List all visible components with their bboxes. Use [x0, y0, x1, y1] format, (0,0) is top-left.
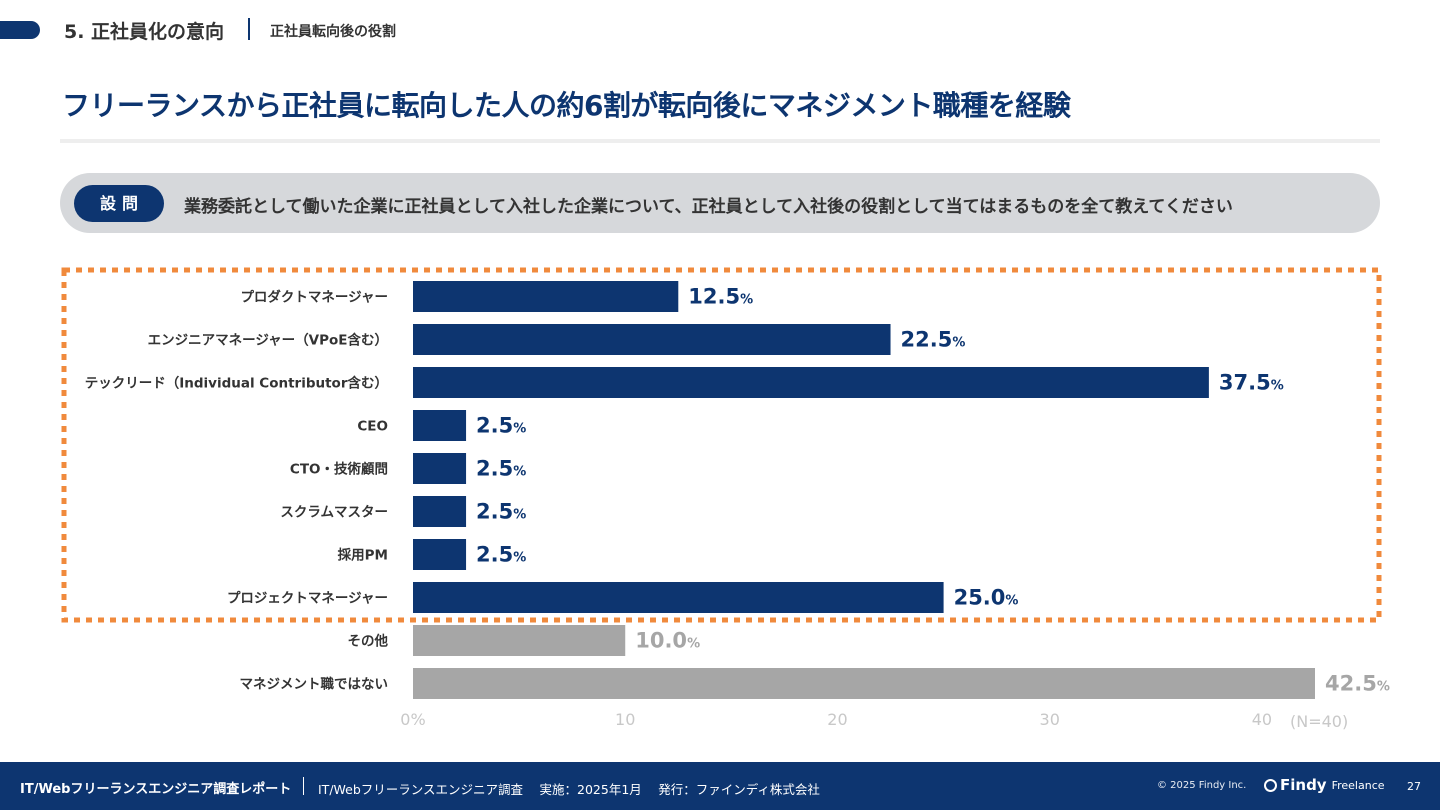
- role-bar-chart: プロダクトマネージャー 12.5% エンジニアマネージャー（VPoE含む） 22.5%…: [61, 267, 1390, 731]
- management-roles-highlight-box: [61, 267, 1382, 623]
- logo-word: Findy: [1280, 776, 1327, 794]
- x-tick-label: 0%: [400, 710, 425, 729]
- question-text: 業務委託として働いた企業に正社員として入社した企業について、正社員として入社後の…: [184, 197, 1233, 217]
- bar: [413, 496, 467, 527]
- headline-rule: [60, 139, 1380, 143]
- value-label: 2.5%: [476, 457, 526, 481]
- bar: [413, 539, 467, 570]
- value-unit: %: [513, 551, 526, 566]
- bar: [413, 668, 1315, 699]
- category-label: プロジェクトマネージャー: [227, 591, 388, 607]
- bar: [413, 324, 891, 355]
- bar: [413, 410, 467, 441]
- category-label: スクラムマスター: [280, 505, 388, 521]
- footer: IT/Webフリーランスエンジニア調査レポート IT/Webフリーランスエンジニ…: [0, 762, 1440, 810]
- page-headline: フリーランスから正社員に転向した人の約6割が転向後にマネジメント職種を経験: [62, 89, 1071, 122]
- value-label: 12.5%: [688, 285, 753, 309]
- value-label: 42.5%: [1325, 672, 1390, 696]
- footer-report-title: IT/Webフリーランスエンジニア調査レポート: [20, 782, 292, 797]
- value-label: 10.0%: [635, 629, 700, 653]
- section-marker: [0, 21, 40, 39]
- findy-logo: Findy Freelance: [1264, 776, 1385, 794]
- section-subtitle: 正社員転向後の役割: [270, 24, 396, 40]
- value-unit: %: [1271, 379, 1284, 394]
- category-label: 採用PM: [338, 547, 388, 564]
- value-unit: %: [740, 293, 753, 308]
- value-label: 2.5%: [476, 543, 526, 567]
- x-tick-label: 40: [1252, 710, 1272, 729]
- page-number: 27: [1407, 780, 1421, 793]
- category-label: マネジメント職ではない: [240, 676, 389, 693]
- bar: [413, 582, 944, 613]
- value-label: 22.5%: [901, 328, 966, 352]
- bar: [413, 453, 467, 484]
- value-label: 2.5%: [476, 500, 526, 524]
- category-label: プロダクトマネージャー: [240, 289, 388, 306]
- findy-logo-icon: [1264, 778, 1277, 792]
- x-tick-label: 30: [1040, 710, 1060, 729]
- value-unit: %: [513, 422, 526, 437]
- question-badge: 設問: [74, 185, 164, 222]
- category-label: CEO: [357, 419, 388, 435]
- question-bar: 設問 業務委託として働いた企業に正社員として入社した企業について、正社員として入…: [60, 173, 1380, 233]
- section-divider: [248, 18, 250, 40]
- footer-meta: IT/Webフリーランスエンジニア調査 実施：2025年1月 発行：ファインディ…: [318, 782, 820, 797]
- value-label: 25.0%: [954, 586, 1019, 610]
- footer-copyright: © 2025 Findy Inc.: [1157, 780, 1247, 791]
- x-tick-label: 10: [615, 710, 635, 729]
- x-tick-label: 20: [827, 710, 847, 729]
- section-title: 5. 正社員化の意向: [64, 21, 225, 43]
- category-label: その他: [348, 633, 389, 650]
- value-unit: %: [513, 508, 526, 523]
- value-unit: %: [687, 637, 700, 652]
- sample-size-note: (N=40): [1290, 712, 1348, 731]
- logo-sub: Freelance: [1331, 778, 1385, 792]
- value-label: 2.5%: [476, 414, 526, 438]
- bar: [413, 625, 626, 656]
- category-label: CTO・技術顧問: [290, 461, 388, 478]
- bar: [413, 281, 679, 312]
- category-label: エンジニアマネージャー（VPoE含む）: [148, 332, 388, 349]
- category-label: テックリード（Individual Contributor含む）: [85, 375, 388, 392]
- bar: [413, 367, 1209, 398]
- value-unit: %: [513, 465, 526, 480]
- value-unit: %: [1005, 594, 1018, 609]
- value-unit: %: [952, 336, 965, 351]
- value-label: 37.5%: [1219, 371, 1284, 395]
- value-unit: %: [1377, 680, 1390, 695]
- footer-divider: [303, 777, 304, 795]
